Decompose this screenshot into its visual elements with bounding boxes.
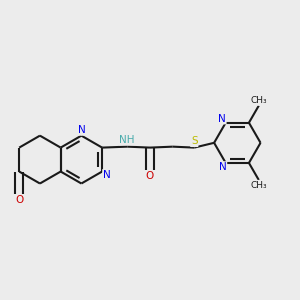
Text: N: N — [103, 170, 111, 180]
Text: O: O — [15, 195, 23, 205]
Text: O: O — [146, 171, 154, 181]
Text: S: S — [191, 136, 198, 146]
Text: N: N — [218, 114, 226, 124]
Text: CH₃: CH₃ — [250, 181, 267, 190]
Text: CH₃: CH₃ — [250, 96, 267, 105]
Text: N: N — [77, 125, 85, 135]
Text: N: N — [219, 162, 226, 172]
Text: NH: NH — [119, 135, 135, 145]
